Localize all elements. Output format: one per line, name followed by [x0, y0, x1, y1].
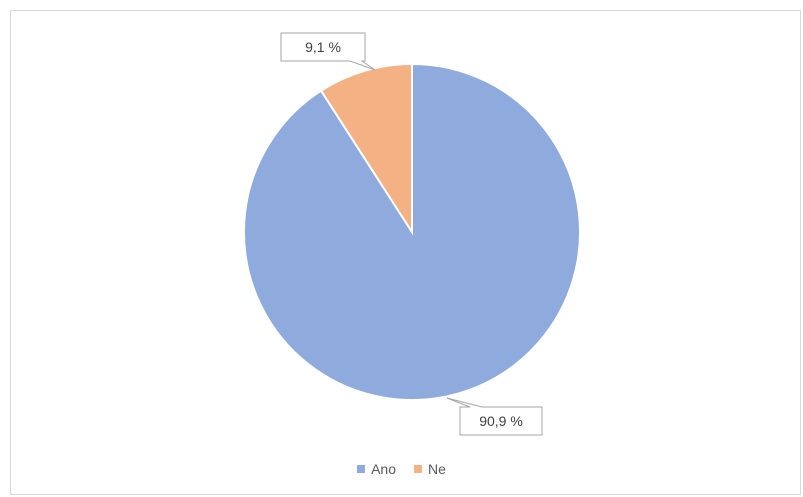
- data-label-ne: 9,1 %: [280, 32, 376, 71]
- legend: Ano Ne: [0, 461, 803, 477]
- data-label-text-ano: 90,9 %: [479, 413, 523, 429]
- legend-item-ne: Ne: [414, 461, 446, 477]
- data-label-text-ne: 9,1 %: [305, 39, 341, 55]
- legend-swatch-ano: [357, 465, 366, 473]
- legend-label-ano: Ano: [371, 461, 396, 477]
- data-label-ano: 90,9 %: [446, 397, 543, 436]
- pie-slice-ne: [319, 62, 413, 236]
- legend-item-ano: Ano: [357, 461, 396, 477]
- legend-label-ne: Ne: [428, 461, 446, 477]
- legend-swatch-ne: [414, 465, 422, 473]
